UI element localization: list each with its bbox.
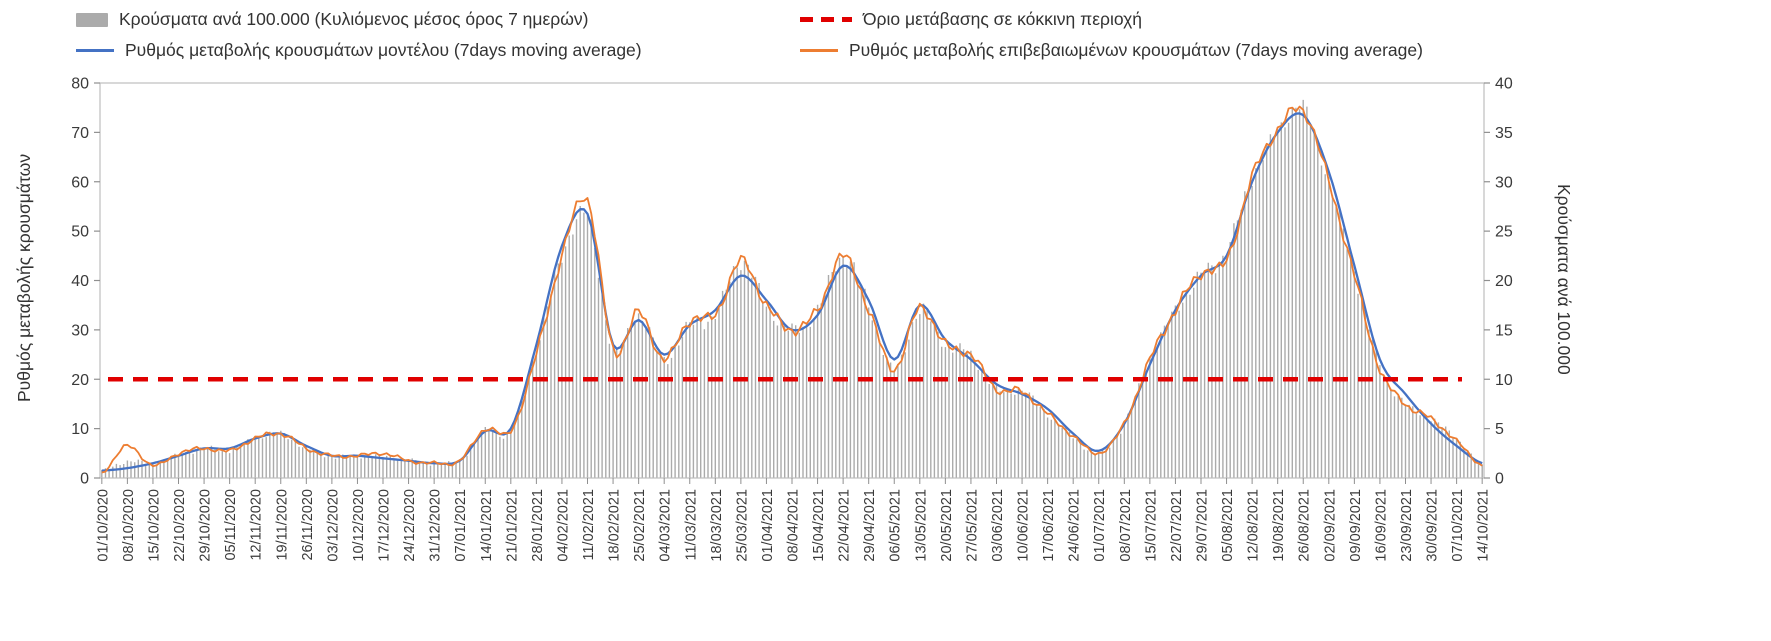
x-axis-date-label: 18/03/2021: [709, 489, 725, 562]
cases-per-100k-bars: [101, 99, 1483, 478]
right-axis-tick-label: 25: [1495, 224, 1513, 241]
x-axis-date-label: 10/12/2020: [351, 489, 367, 562]
x-axis-date-label: 12/08/2021: [1246, 489, 1262, 562]
left-axis-tick-label: 40: [71, 273, 89, 290]
bar-series-swatch-icon: [76, 12, 108, 27]
x-axis-date-label: 04/03/2021: [658, 489, 674, 562]
x-axis-date-label: 14/10/2021: [1476, 489, 1492, 562]
x-axis-date-label: 01/04/2021: [760, 489, 776, 562]
x-axis-date-label: 11/03/2021: [683, 489, 699, 561]
model-line-swatch-icon: [76, 49, 114, 52]
x-axis-date-label: 29/10/2020: [198, 489, 214, 562]
x-axis-date-label: 26/08/2021: [1297, 489, 1313, 562]
x-axis-date-label: 27/05/2021: [964, 489, 980, 562]
right-axis-tick-label: 20: [1495, 273, 1513, 290]
x-axis-date-label: 20/05/2021: [939, 489, 955, 562]
confirmed-rate-line: [101, 105, 1483, 474]
legend-item-cases-bars: Κρούσματα ανά 100.000 (Κυλιόμενος μέσος …: [76, 9, 588, 30]
x-axis-date-label: 07/01/2021: [453, 489, 469, 562]
x-axis-date-label: 23/09/2021: [1399, 489, 1415, 562]
x-axis-date-label: 01/10/2020: [95, 489, 111, 562]
left-axis-tick-label: 60: [71, 174, 89, 191]
left-axis-tick-label: 50: [71, 224, 89, 241]
x-axis-date-label: 02/09/2021: [1322, 489, 1338, 562]
x-axis-date-label: 28/01/2021: [530, 489, 546, 562]
legend-item-model-line: Ρυθμός μεταβολής κρουσμάτων μοντέλου (7d…: [76, 40, 642, 61]
right-axis-tick-label: 30: [1495, 174, 1513, 191]
x-axis-date-label: 29/04/2021: [862, 489, 878, 562]
x-axis-date-label: 05/08/2021: [1220, 489, 1236, 562]
x-axis-date-label: 25/03/2021: [734, 489, 750, 562]
x-axis-date-label: 05/11/2020: [223, 489, 239, 561]
x-axis-date-label: 30/09/2021: [1425, 489, 1441, 562]
x-axis-date-label: 22/07/2021: [1169, 489, 1185, 562]
x-axis-date-label: 13/05/2021: [913, 489, 929, 562]
left-axis-tick-label: 0: [80, 471, 89, 488]
x-axis-date-label: 03/06/2021: [990, 489, 1006, 562]
right-axis-tick-label: 35: [1495, 125, 1513, 142]
x-axis-date-label: 26/11/2020: [300, 489, 316, 561]
x-axis-date-label: 22/10/2020: [172, 489, 188, 562]
x-axis-date-label: 11/02/2021: [581, 489, 597, 561]
x-axis-date-label: 21/01/2021: [504, 489, 520, 562]
x-axis-date-label: 19/08/2021: [1271, 489, 1287, 562]
x-axis-date-label: 08/04/2021: [786, 489, 802, 562]
left-axis-tick-label: 80: [71, 76, 89, 93]
x-axis-date-label: 10/06/2021: [1016, 489, 1032, 562]
right-axis-tick-label: 5: [1495, 421, 1504, 438]
x-axis-date-label: 24/12/2020: [402, 489, 418, 562]
legend-label-model-line: Ρυθμός μεταβολής κρουσμάτων μοντέλου (7d…: [125, 40, 642, 60]
right-axis-tick-label: 40: [1495, 76, 1513, 93]
x-axis-date-label: 08/10/2020: [121, 489, 137, 562]
left-axis-tick-label: 70: [71, 125, 89, 142]
x-axis-date-label: 15/10/2020: [146, 489, 162, 562]
x-axis-date-label: 15/04/2021: [811, 489, 827, 562]
right-axis-tick-label: 15: [1495, 322, 1513, 339]
x-axis-date-label: 03/12/2020: [325, 489, 341, 562]
x-axis-date-label: 24/06/2021: [1067, 489, 1083, 562]
confirmed-line-swatch-icon: [800, 49, 838, 52]
left-axis-tick-label: 10: [71, 421, 89, 438]
legend-item-threshold: Όριο μετάβασης σε κόκκινη περιοχή: [800, 9, 1142, 30]
legend-item-confirmed-line: Ρυθμός μεταβολής επιβεβαιωμένων κρουσμάτ…: [800, 40, 1423, 61]
x-axis-date-label: 29/07/2021: [1195, 489, 1211, 562]
x-axis-date-label: 01/07/2021: [1092, 489, 1108, 562]
x-axis-date-label: 17/06/2021: [1041, 489, 1057, 562]
legend-label-confirmed-line: Ρυθμός μεταβολής επιβεβαιωμένων κρουσμάτ…: [849, 40, 1423, 60]
x-axis-date-label: 07/10/2021: [1450, 489, 1466, 562]
x-axis-date-label: 06/05/2021: [888, 489, 904, 562]
x-axis-date-label: 25/02/2021: [632, 489, 648, 562]
legend-label-cases-bars: Κρούσματα ανά 100.000 (Κυλιόμενος μέσος …: [119, 9, 589, 29]
x-axis-date-label: 09/09/2021: [1348, 489, 1364, 562]
right-axis-tick-label: 0: [1495, 471, 1504, 488]
x-axis-date-label: 14/01/2021: [479, 489, 495, 562]
legend-label-threshold: Όριο μετάβασης σε κόκκινη περιοχή: [863, 9, 1143, 29]
x-axis-date-label: 18/02/2021: [607, 489, 623, 562]
x-axis-date-label: 04/02/2021: [555, 489, 571, 562]
x-axis-date-label: 15/07/2021: [1143, 489, 1159, 562]
x-axis-date-label: 19/11/2020: [274, 489, 290, 561]
x-axis-date-label: 16/09/2021: [1373, 489, 1389, 562]
x-axis-date-label: 31/12/2020: [428, 489, 444, 562]
threshold-dash-swatch-icon: [800, 17, 852, 22]
x-axis-date-label: 22/04/2021: [837, 489, 853, 562]
left-axis-tick-label: 20: [71, 372, 89, 389]
right-axis-tick-label: 10: [1495, 372, 1513, 389]
x-axis-date-label: 12/11/2020: [249, 489, 265, 561]
left-axis-tick-label: 30: [71, 322, 89, 339]
x-axis-date-label: 17/12/2020: [377, 489, 393, 562]
x-axis-date-label: 08/07/2021: [1118, 489, 1134, 562]
